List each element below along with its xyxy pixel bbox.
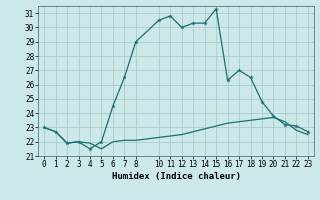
X-axis label: Humidex (Indice chaleur): Humidex (Indice chaleur) bbox=[111, 172, 241, 181]
